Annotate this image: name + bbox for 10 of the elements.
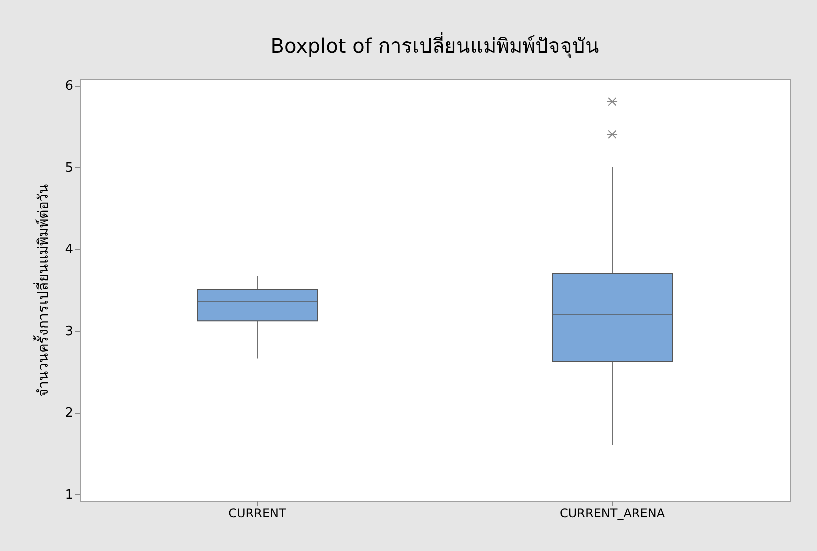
y-tick-label: 1: [65, 488, 74, 503]
x-tick-label: CURRENT_ARENA: [560, 506, 666, 520]
x-tick-label: CURRENT: [228, 506, 288, 520]
y-tick-label: 3: [65, 324, 74, 340]
y-axis-title: จำนวนครั้งการเปลี่ยนแม่พิมพ์ต่อวัน: [33, 184, 52, 397]
y-tick-label: 5: [65, 160, 74, 176]
y-tick-label: 2: [65, 406, 74, 422]
chart-title: Boxplot of การเปลี่ยนแม่พิมพ์ปัจจุบัน: [270, 32, 600, 59]
y-tick-label: 4: [65, 242, 74, 258]
y-tick-label: 6: [65, 79, 74, 94]
